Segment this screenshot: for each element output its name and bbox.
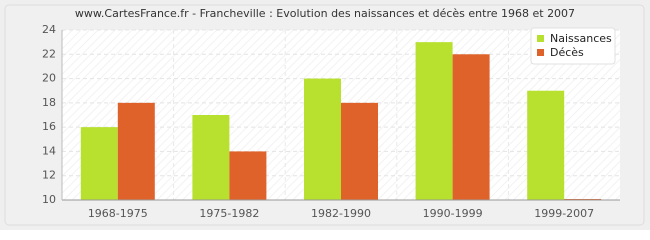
- legend-label: Décès: [550, 46, 584, 59]
- bar: [415, 42, 453, 201]
- y-tick-label: 14: [42, 144, 56, 157]
- y-tick-label: 24: [42, 23, 56, 36]
- chart-title: www.CartesFrance.fr - Francheville : Evo…: [75, 7, 575, 20]
- y-tick-label: 12: [42, 169, 56, 182]
- x-tick-label: 1999-2007: [534, 207, 594, 220]
- bar: [192, 115, 230, 200]
- y-tick-label: 18: [42, 96, 56, 109]
- bar: [452, 54, 490, 201]
- x-tick-label: 1968-1975: [88, 207, 148, 220]
- bar: [527, 90, 565, 200]
- y-tick-label: 10: [42, 193, 56, 206]
- bar: [117, 102, 155, 200]
- x-tick-label: 1982-1990: [311, 207, 371, 220]
- y-tick-label: 20: [42, 72, 56, 85]
- bar: [304, 78, 341, 200]
- chart: www.CartesFrance.fr - Francheville : Evo…: [0, 0, 650, 230]
- bar: [341, 102, 378, 200]
- legend-box: [530, 27, 616, 65]
- y-tick-label: 22: [42, 47, 56, 60]
- legend-swatch: [537, 35, 544, 42]
- legend-swatch: [537, 49, 544, 56]
- legend-label: Naissances: [550, 32, 612, 45]
- bar: [229, 151, 267, 200]
- bar: [80, 127, 118, 200]
- y-tick-label: 16: [42, 120, 56, 133]
- x-tick-label: 1975-1982: [199, 207, 259, 220]
- x-tick-label: 1990-1999: [423, 207, 483, 220]
